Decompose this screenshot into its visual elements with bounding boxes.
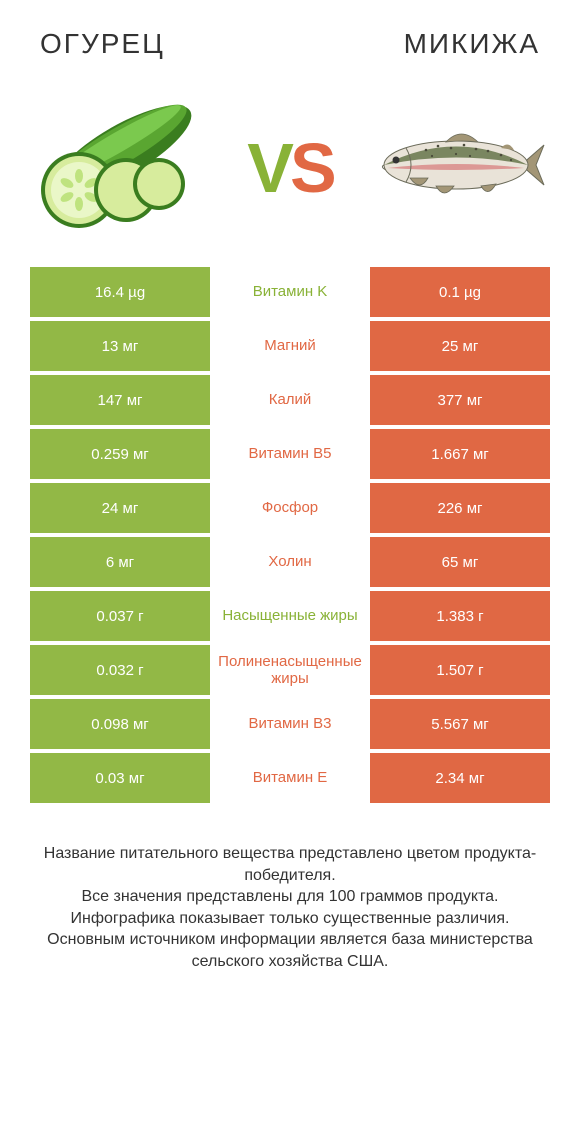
right-value-cell: 1.383 г <box>370 591 550 641</box>
right-value-cell: 1.667 мг <box>370 429 550 479</box>
right-value-cell: 5.567 мг <box>370 699 550 749</box>
table-row: 0.259 мгВитамин B51.667 мг <box>30 429 550 479</box>
title-left: ОГУРЕЦ <box>40 28 165 60</box>
comparison-table: 16.4 µgВитамин K0.1 µg13 мгМагний25 мг14… <box>30 267 550 807</box>
footer-line-4: Основным источником информации является … <box>34 929 546 972</box>
vs-v: V <box>247 129 290 207</box>
nutrient-label: Витамин E <box>210 753 370 803</box>
table-row: 0.032 гПолиненасыщенные жиры1.507 г <box>30 645 550 695</box>
nutrient-label: Фосфор <box>210 483 370 533</box>
footer-line-2: Все значения представлены для 100 граммо… <box>34 886 546 908</box>
left-value-cell: 13 мг <box>30 321 210 371</box>
table-row: 0.037 гНасыщенные жиры1.383 г <box>30 591 550 641</box>
left-value-cell: 24 мг <box>30 483 210 533</box>
left-value-cell: 0.037 г <box>30 591 210 641</box>
infographic-container: ОГУРЕЦ МИКИЖА <box>0 0 580 1144</box>
left-value-cell: 6 мг <box>30 537 210 587</box>
footer-line-1: Название питательного вещества представл… <box>34 843 546 886</box>
nutrient-label: Витамин B5 <box>210 429 370 479</box>
left-value-cell: 147 мг <box>30 375 210 425</box>
left-value-cell: 16.4 µg <box>30 267 210 317</box>
table-row: 13 мгМагний25 мг <box>30 321 550 371</box>
left-value-cell: 0.032 г <box>30 645 210 695</box>
right-value-cell: 65 мг <box>370 537 550 587</box>
right-value-cell: 226 мг <box>370 483 550 533</box>
table-row: 24 мгФосфор226 мг <box>30 483 550 533</box>
hero-row: VS <box>30 100 550 235</box>
table-row: 0.098 мгВитамин B35.567 мг <box>30 699 550 749</box>
title-right: МИКИЖА <box>404 28 540 60</box>
nutrient-label: Магний <box>210 321 370 371</box>
left-value-cell: 0.259 мг <box>30 429 210 479</box>
right-value-cell: 0.1 µg <box>370 267 550 317</box>
right-value-cell: 1.507 г <box>370 645 550 695</box>
left-value-cell: 0.098 мг <box>30 699 210 749</box>
nutrient-label: Калий <box>210 375 370 425</box>
nutrient-label: Насыщенные жиры <box>210 591 370 641</box>
nutrient-label: Полиненасыщенные жиры <box>210 645 370 695</box>
nutrient-label: Холин <box>210 537 370 587</box>
table-row: 6 мгХолин65 мг <box>30 537 550 587</box>
table-row: 147 мгКалий377 мг <box>30 375 550 425</box>
cucumber-illustration <box>34 100 214 235</box>
right-value-cell: 2.34 мг <box>370 753 550 803</box>
footer-notes: Название питательного вещества представл… <box>30 843 550 973</box>
right-value-cell: 377 мг <box>370 375 550 425</box>
right-value-cell: 25 мг <box>370 321 550 371</box>
nutrient-label: Витамин K <box>210 267 370 317</box>
title-row: ОГУРЕЦ МИКИЖА <box>30 28 550 60</box>
footer-line-3: Инфографика показывает только существенн… <box>34 908 546 930</box>
vs-label: VS <box>247 128 332 208</box>
left-value-cell: 0.03 мг <box>30 753 210 803</box>
vs-s: S <box>290 129 333 207</box>
fish-illustration <box>366 120 546 215</box>
nutrient-label: Витамин B3 <box>210 699 370 749</box>
table-row: 0.03 мгВитамин E2.34 мг <box>30 753 550 803</box>
table-row: 16.4 µgВитамин K0.1 µg <box>30 267 550 317</box>
